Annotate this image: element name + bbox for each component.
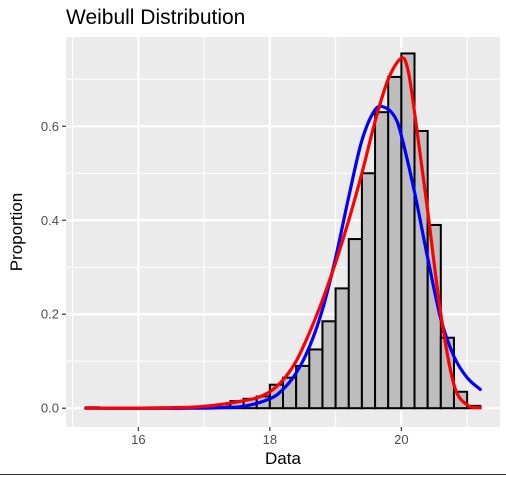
y-tick-label: 0.6 — [41, 119, 59, 134]
y-tick-label: 0.4 — [41, 213, 59, 228]
chart-title: Weibull Distribution — [66, 6, 245, 29]
x-tick-label: 16 — [131, 432, 145, 447]
y-tick-label: 0.2 — [41, 307, 59, 322]
bottom-rule — [0, 474, 506, 475]
histogram-bar — [308, 348, 324, 410]
x-axis: 16 18 20 — [131, 427, 409, 447]
histogram-bar — [360, 172, 377, 410]
y-axis: 0.0 0.2 0.4 0.6 — [41, 119, 66, 416]
histogram-bar — [334, 287, 350, 410]
density-curve-red — [84, 56, 482, 410]
x-tick-label: 20 — [394, 432, 408, 447]
x-axis-title: Data — [265, 449, 301, 468]
histogram-bar — [347, 238, 363, 410]
x-tick-label: 18 — [263, 432, 277, 447]
histogram-bar — [321, 320, 337, 410]
density-curves — [84, 56, 482, 410]
histogram-bar — [374, 111, 390, 410]
y-tick-label: 0.0 — [41, 401, 59, 416]
y-axis-title: Proportion — [7, 193, 26, 271]
